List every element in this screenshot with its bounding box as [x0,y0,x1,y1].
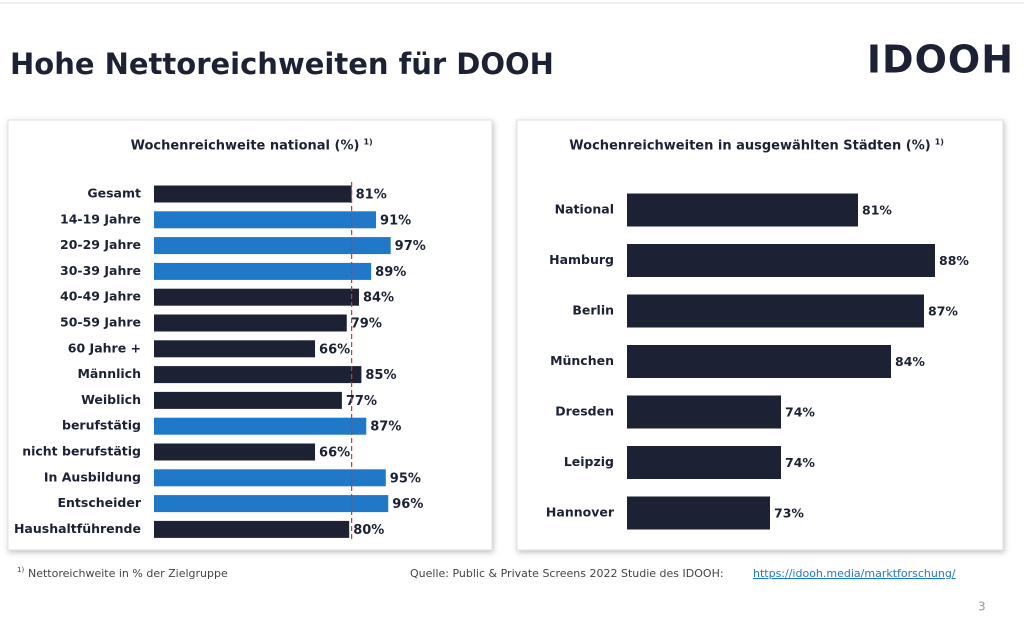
value-label: 79% [351,317,382,332]
footnote-mark: 1) [17,566,24,574]
category-label: Entscheider [57,495,141,510]
category-label: berufstätig [62,418,141,433]
category-label: nicht berufstätig [22,444,141,459]
value-label: 97% [395,239,426,254]
value-label: 84% [895,354,925,369]
value-label: 87% [370,420,401,435]
category-label: Hannover [546,505,615,520]
category-label: München [550,353,614,368]
bar [154,211,377,229]
category-label: Leipzig [564,454,614,469]
category-label: Männlich [77,366,141,381]
category-label: 20-29 Jahre [60,237,141,252]
category-label: National [555,202,614,217]
value-label: 73% [774,506,804,521]
value-label: 77% [346,394,377,409]
bar [154,417,367,435]
source-link[interactable]: https://idooh.media/marktforschung/ [753,567,956,580]
chart-title: Wochenreichweite national (%) [131,139,360,154]
category-label: Haushaltführende [14,521,141,536]
footnote: Nettoreichweite in % der Zielgruppe [28,567,228,580]
value-label: 81% [356,188,387,203]
bar [154,262,372,280]
page-number: 3 [978,600,986,614]
bar [154,495,389,513]
value-label: 74% [785,405,815,420]
bar [627,294,924,328]
value-label: 66% [319,342,350,357]
source: Quelle: Public & Private Screens 2022 St… [410,567,724,580]
category-label: 14-19 Jahre [60,211,141,226]
bar [154,391,342,409]
bar [627,244,935,277]
bar [154,340,316,358]
bar [154,237,391,255]
value-label: 88% [939,253,969,268]
category-label: 60 Jahre + [68,340,141,355]
bar [154,443,316,461]
category-label: Hamburg [549,252,614,267]
bar [154,288,359,306]
chart-title-note: 1) [935,138,944,147]
bar [627,496,770,530]
bar [154,366,362,384]
category-label: Dresden [555,404,614,419]
chart-title-note: 1) [363,138,372,147]
value-label: 80% [353,523,384,538]
value-label: 87% [928,304,958,319]
logo: IDOOH [867,38,1014,82]
slide-title: Hohe Nettoreichweiten für DOOH [10,47,554,81]
right-panel [516,119,1004,551]
category-label: 30-39 Jahre [60,263,141,278]
category-label: 40-49 Jahre [60,289,141,304]
bar [627,446,781,479]
bar [627,395,781,429]
category-label: 50-59 Jahre [60,315,141,330]
category-label: Gesamt [87,186,141,201]
value-label: 66% [319,446,350,461]
value-label: 89% [375,265,406,280]
value-label: 74% [785,455,815,470]
value-label: 85% [365,368,396,383]
value-label: 81% [862,203,892,218]
bar [627,345,891,378]
value-label: 96% [392,497,423,512]
bar [154,520,350,538]
bar [627,193,858,227]
bar [154,314,347,332]
bar [154,469,386,487]
value-label: 91% [380,213,411,228]
value-label: 95% [390,471,421,486]
value-label: 84% [363,291,394,306]
bar [154,185,352,203]
category-label: In Ausbildung [44,469,141,484]
chart-title: Wochenreichweiten in ausgewählten Städte… [569,139,930,154]
category-label: Berlin [572,303,614,318]
category-label: Weiblich [81,392,141,407]
